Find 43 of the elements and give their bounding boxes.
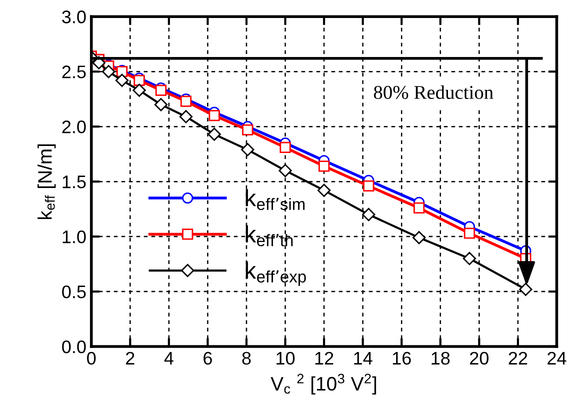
point: [208, 110, 220, 122]
y-tick-label: 0.0: [62, 340, 86, 354]
point: [412, 231, 426, 244]
x-tick-label: 18: [432, 352, 450, 365]
y-tick-label: 2.0: [62, 120, 86, 134]
x-tick-label: 2: [126, 352, 134, 364]
point: [242, 124, 254, 136]
y-tick-label: 1.0: [62, 230, 86, 244]
y-tick-label: 1.5: [62, 176, 86, 188]
x-tick-label: 20: [470, 352, 488, 365]
point: [317, 184, 331, 197]
x-tick-label: 24: [548, 352, 566, 364]
point: [464, 228, 476, 239]
point: [318, 160, 330, 172]
point: [132, 84, 146, 97]
x-tick-label: 4: [164, 352, 174, 364]
x-axis-title: V$_{c}$ $^{2}$ [10$^{3}$ V$^{2}$]: [270, 374, 376, 394]
point: [278, 164, 292, 178]
point: [102, 65, 116, 78]
point: [462, 252, 476, 266]
point: [362, 208, 376, 222]
y-axis-title: k$_{eff}$ [N/m]: [38, 144, 56, 220]
x-tick-label: 8: [242, 352, 251, 365]
point: [414, 202, 425, 214]
x-tick-label: 10: [276, 352, 295, 365]
annotation: 80% Reduction: [374, 85, 494, 100]
x-tick-label: 16: [392, 352, 411, 365]
point: [363, 180, 374, 192]
y-tick-label: 0.5: [62, 285, 86, 298]
y-tick-label: 2.5: [62, 66, 86, 78]
x-tick-label: 0: [87, 352, 96, 365]
x-tick-label: 6: [204, 352, 212, 365]
point: [115, 74, 129, 87]
point: [280, 142, 291, 154]
point: [208, 128, 221, 141]
point: [179, 110, 193, 124]
point: [154, 98, 168, 112]
point: [519, 282, 532, 296]
x-tick-label: 12: [315, 352, 334, 364]
y-tick-label: 3.0: [62, 10, 86, 24]
x-tick-label: 14: [354, 352, 372, 364]
x-tick-label: 22: [508, 352, 528, 364]
point: [241, 143, 254, 156]
